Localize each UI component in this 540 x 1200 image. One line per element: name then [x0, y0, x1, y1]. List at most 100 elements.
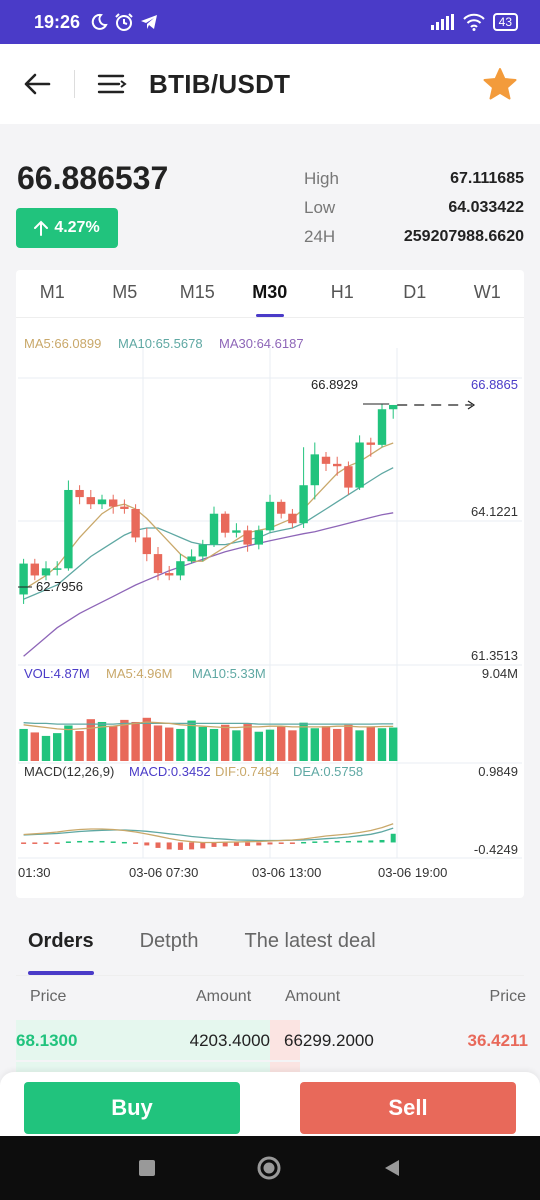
volume-bar [75, 731, 84, 761]
volume-bar [131, 721, 140, 761]
back-nav-icon[interactable] [382, 1158, 402, 1178]
macd-bar [345, 840, 351, 843]
candle [366, 442, 375, 445]
col-ask-price: Price [489, 988, 526, 1005]
macd-axis-label: -0.4249 [474, 842, 518, 857]
candle [288, 513, 297, 524]
volume-bar [198, 726, 207, 761]
chart-card: M1 M5 M15 M30 H1 D1 W1 MA5:66.0899 MA10:6… [16, 270, 524, 898]
tab-m30[interactable]: M30 [234, 270, 307, 317]
vol-legend-item: MA10:5.33M [192, 666, 266, 681]
vol-axis-label: 9.04M [482, 666, 518, 681]
ask-amount: 66299.2000 [284, 1031, 374, 1050]
orderbook-row[interactable]: 68.1300 4203.4000 66299.2000 36.4211 [16, 1020, 528, 1060]
macd-bar [312, 841, 318, 843]
macd-bar [65, 841, 71, 843]
buy-button[interactable]: Buy [24, 1082, 240, 1134]
macd-bar [245, 842, 251, 846]
candle [277, 501, 286, 514]
macd-bar [334, 840, 340, 843]
macd-bar [233, 842, 239, 846]
volume-bar [109, 726, 118, 761]
volume-bar [310, 728, 319, 761]
volume-bar [19, 728, 28, 761]
volume-bar [232, 730, 241, 761]
home-icon[interactable] [256, 1155, 282, 1181]
candle [75, 489, 84, 498]
stat-row-24h: 24H 259207988.6620 [304, 222, 524, 251]
time-axis-label: 03-06 13:00 [252, 865, 321, 880]
dif-line [23, 823, 394, 844]
timeframe-tabs: M1 M5 M15 M30 H1 D1 W1 [16, 270, 524, 318]
recents-icon[interactable] [138, 1159, 156, 1177]
macd-bar [390, 833, 396, 843]
col-ask-amount: Amount [285, 988, 341, 1005]
macd-bar [357, 840, 363, 843]
candle [187, 556, 196, 562]
volume-bar [221, 724, 230, 761]
status-bar: 19:26 43 [0, 0, 540, 44]
menu-button[interactable] [75, 44, 149, 124]
macd-bar [88, 840, 94, 843]
volume-bar [30, 732, 39, 761]
ticker-panel: 66.886537 4.27% High 67.111685 Low 64.0334… [0, 124, 540, 270]
trade-bar: Buy Sell [0, 1072, 540, 1136]
tab-depth[interactable]: Detpth [139, 930, 199, 952]
macd-bar [32, 842, 38, 844]
tab-h1[interactable]: H1 [330, 282, 354, 302]
pair-title: BTIB/USDT [149, 68, 291, 99]
macd-bar [166, 842, 172, 850]
orderbook-row[interactable] [16, 1062, 528, 1074]
volume-bar [389, 727, 398, 761]
sell-button[interactable]: Sell [300, 1082, 516, 1134]
app-header: BTIB/USDT [0, 44, 540, 124]
candle [377, 409, 387, 445]
candle [209, 513, 219, 545]
volume-bar [187, 720, 196, 761]
tab-latest-deal[interactable]: The latest deal [244, 930, 376, 952]
candle [30, 563, 39, 576]
vol-legend-item: VOL:4.87M [24, 666, 90, 681]
volume-bar [209, 728, 219, 761]
macd-bar [177, 842, 183, 850]
price-axis-label: 64.1221 [471, 504, 518, 519]
volume-bar [277, 726, 286, 761]
orderbook-header: Price Amount Amount Price [16, 988, 526, 1014]
favorite-button[interactable] [460, 44, 540, 124]
macd-bar [379, 839, 385, 843]
price-chart[interactable]: MA5:66.0899 MA10:65.5678 MA30:64.6187 66.88… [16, 318, 524, 898]
volume-bar [86, 719, 95, 761]
candle [321, 456, 331, 464]
candle [19, 563, 28, 595]
volume-bar [120, 719, 129, 761]
macd-bar [121, 841, 127, 844]
tab-w1[interactable]: W1 [473, 282, 501, 302]
volume-bar [41, 735, 51, 761]
alarm-icon [115, 13, 133, 31]
tab-m1[interactable]: M1 [39, 282, 65, 302]
candle [389, 404, 398, 410]
tab-m15[interactable]: M15 [179, 282, 215, 302]
tab-orders[interactable]: Orders [16, 918, 106, 975]
macd-bar [323, 841, 329, 843]
stat-label: Low [304, 197, 336, 217]
candle [310, 454, 319, 486]
header-divider [74, 70, 75, 98]
volume-bar [288, 730, 297, 761]
status-time: 19:26 [34, 11, 81, 32]
current-price-arrow [467, 400, 476, 410]
tab-m5[interactable]: M5 [112, 282, 138, 302]
macd-bar [155, 842, 161, 848]
candle [254, 530, 263, 545]
candle [97, 499, 107, 505]
back-button[interactable] [0, 44, 74, 124]
tab-d1[interactable]: D1 [403, 282, 427, 302]
vol-legend-item: MA5:4.96M [106, 666, 172, 681]
price-axis-label: 61.3513 [471, 648, 518, 663]
candle [232, 530, 241, 533]
ask-price: 36.4211 [467, 1031, 528, 1050]
candle [333, 463, 342, 467]
candle [299, 485, 308, 524]
change-percent: 4.27% [54, 219, 100, 236]
bid-depth-bar [16, 1020, 270, 1060]
